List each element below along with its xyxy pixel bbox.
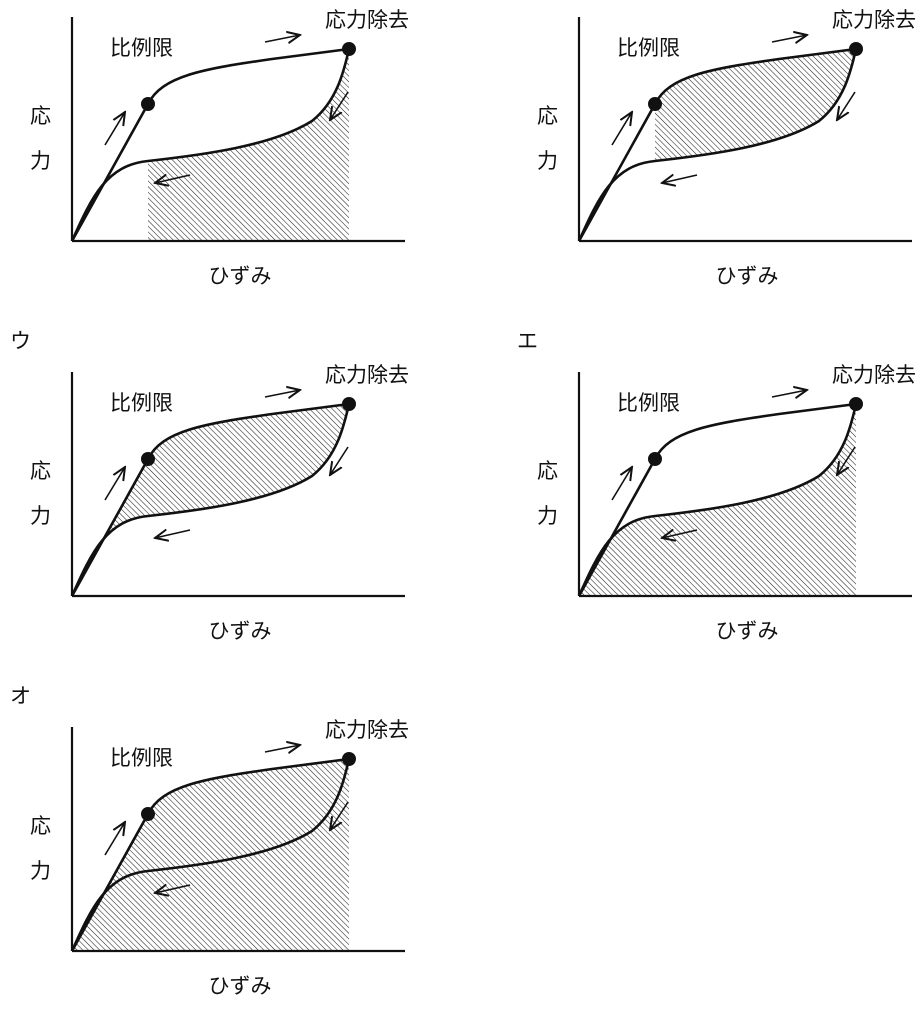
unload-label: 応力除去 [325,8,409,32]
proportional-limit-point [648,452,662,466]
unloading-curve [577,403,858,597]
y-axis-label: 応 [537,104,558,128]
unload-point [342,397,356,411]
x-axis-label: ひずみ [209,619,272,643]
proportional-limit-point [141,97,155,111]
direction-arrow [771,390,807,397]
x-axis-label: ひずみ [209,264,272,288]
direction-arrow [330,801,349,830]
proportional-limit-label: 比例限 [110,391,173,415]
hatched-region [148,49,349,241]
y-axis-label: 力 [30,504,51,528]
y-axis-label: 応 [30,459,51,483]
y-axis-label: 力 [537,149,558,173]
x-axis-label: ひずみ [716,264,779,288]
proportional-limit-label: 比例限 [617,36,680,60]
unload-point [849,42,863,56]
direction-arrow [155,530,191,538]
proportional-limit-point [648,97,662,111]
direction-arrow [330,446,349,475]
direction-arrow [611,112,632,146]
direction-arrow [837,91,856,120]
direction-arrow [837,446,856,475]
y-axis-label: 応 [30,104,51,128]
proportional-limit-point [141,807,155,821]
x-axis-label: ひずみ [209,974,272,998]
direction-arrow [155,175,191,183]
unloading-curve [70,48,351,242]
x-axis-label: ひずみ [716,619,779,643]
unloading-curve [577,48,858,242]
y-axis-label: 応 [537,459,558,483]
hatched-region [72,759,349,951]
y-axis-label: 力 [30,859,51,883]
unload-label: 応力除去 [832,8,916,32]
proportional-limit-label: 比例限 [110,36,173,60]
option-label: ウ [10,329,31,353]
hatched-region [72,404,349,596]
direction-arrow [771,35,807,42]
direction-arrow [662,530,698,538]
direction-arrow [264,35,300,42]
y-axis-label: 力 [537,504,558,528]
y-axis-label: 応 [30,814,51,838]
unload-label: 応力除去 [832,363,916,387]
y-axis-label: 力 [30,149,51,173]
unload-point [342,42,356,56]
proportional-limit-label: 比例限 [617,391,680,415]
hatched-region [655,49,856,161]
direction-arrow [264,390,300,397]
direction-arrow [104,822,125,856]
direction-arrow [104,112,125,146]
unloading-curve [70,403,351,597]
option-label: オ [10,684,31,708]
direction-arrow [662,175,698,183]
unload-point [849,397,863,411]
unload-point [342,752,356,766]
unload-label: 応力除去 [325,363,409,387]
direction-arrow [155,885,191,893]
unloading-curve [70,758,351,952]
option-label: エ [517,329,538,353]
proportional-limit-label: 比例限 [110,746,173,770]
proportional-limit-point [141,452,155,466]
hatched-region [579,404,856,596]
direction-arrow [330,91,349,120]
direction-arrow [611,467,632,501]
direction-arrow [104,467,125,501]
direction-arrow [264,745,300,752]
unload-label: 応力除去 [325,718,409,742]
